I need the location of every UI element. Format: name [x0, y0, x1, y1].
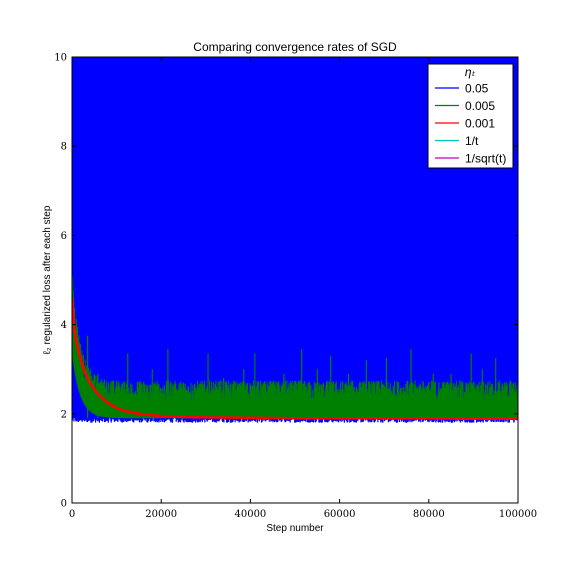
legend-label-1: 0.005 — [465, 99, 495, 113]
axis-ticks: 0 20000 40000 60000 80000 100000 0 2 4 6 8 10 — [54, 53, 537, 521]
legend-label-3: 1/t — [465, 134, 479, 148]
y-axis-label: ℓ₂ regularized loss after each step — [42, 205, 53, 354]
y-tick-label-6: 6 — [61, 231, 67, 242]
x-tick-label-80000: 80000 — [413, 509, 445, 520]
legend-label-0: 0.05 — [465, 82, 489, 96]
y-tick-label-8: 8 — [61, 142, 67, 153]
chart-title: Comparing convergence rates of SGD — [193, 40, 397, 54]
x-tick-label-100000: 100000 — [499, 509, 537, 520]
series-0.001-line — [72, 297, 518, 421]
x-tick-label-60000: 60000 — [324, 509, 356, 520]
x-tick-label-40000: 40000 — [234, 509, 266, 520]
y-tick-label-4: 4 — [61, 320, 67, 331]
y-tick-label-10: 10 — [54, 53, 67, 64]
y-tick-label-2: 2 — [61, 409, 67, 420]
legend-label-4: 1/sqrt(t) — [465, 152, 506, 166]
legend: ηₜ 0.05 0.005 0.001 1/t 1/sqrt(t) — [427, 63, 514, 169]
x-tick-label-0: 0 — [69, 509, 75, 520]
x-axis-label: Step number — [266, 523, 324, 534]
legend-box — [427, 63, 514, 169]
series-0.05-band — [72, 57, 518, 423]
legend-title: ηₜ — [465, 65, 476, 79]
y-tick-label-0: 0 — [61, 499, 67, 510]
series-0.05-line — [72, 354, 95, 421]
x-tick-label-20000: 20000 — [145, 509, 177, 520]
plot-area — [72, 57, 518, 423]
series-0.005-band — [72, 270, 518, 419]
plot-frame — [71, 56, 519, 504]
legend-label-2: 0.001 — [465, 117, 495, 131]
